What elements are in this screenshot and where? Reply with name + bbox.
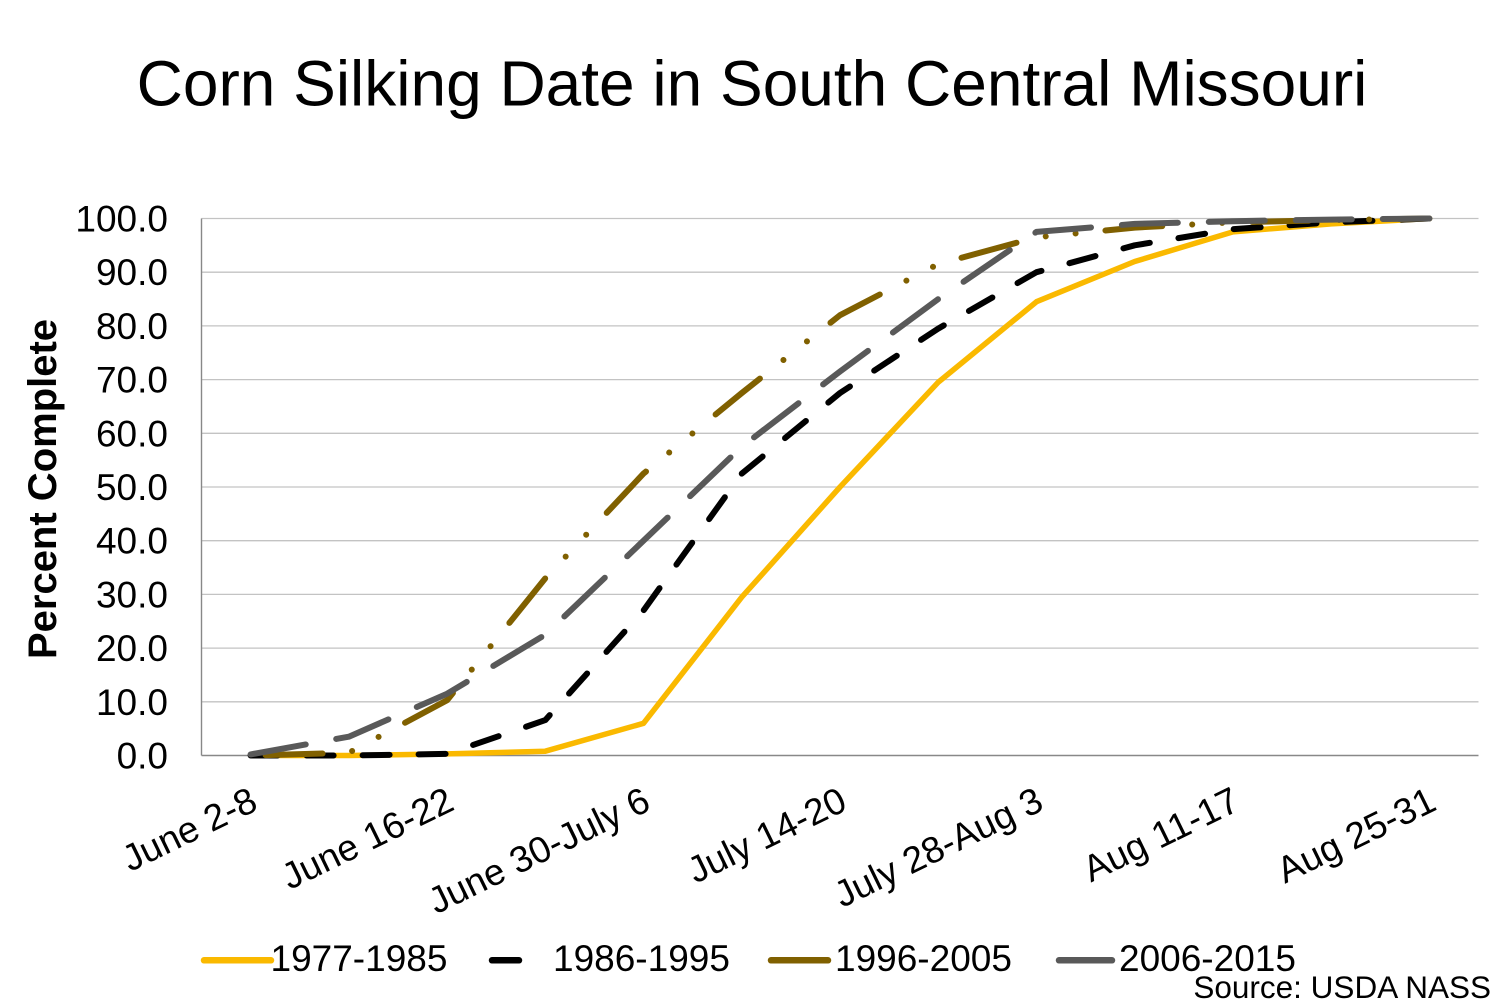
svg-text:100.0: 100.0 xyxy=(75,199,168,240)
svg-text:2006-2015: 2006-2015 xyxy=(1119,938,1296,979)
svg-text:0.0: 0.0 xyxy=(117,736,168,777)
svg-text:Corn Silking Date in South Cen: Corn Silking Date in South Central Misso… xyxy=(137,48,1368,120)
svg-text:1986-1995: 1986-1995 xyxy=(553,938,730,979)
svg-text:30.0: 30.0 xyxy=(96,574,168,615)
svg-text:60.0: 60.0 xyxy=(96,413,168,454)
svg-text:1977-1985: 1977-1985 xyxy=(271,938,448,979)
svg-text:10.0: 10.0 xyxy=(96,682,168,723)
svg-text:80.0: 80.0 xyxy=(96,306,168,347)
svg-text:Percent Complete: Percent Complete xyxy=(21,319,65,659)
svg-text:40.0: 40.0 xyxy=(96,521,168,562)
svg-text:70.0: 70.0 xyxy=(96,360,168,401)
svg-text:50.0: 50.0 xyxy=(96,467,168,508)
svg-text:90.0: 90.0 xyxy=(96,252,168,293)
svg-text:1996-2005: 1996-2005 xyxy=(835,938,1012,979)
svg-text:20.0: 20.0 xyxy=(96,628,168,669)
svg-text:Source: USDA NASS: Source: USDA NASS xyxy=(1193,969,1491,1000)
